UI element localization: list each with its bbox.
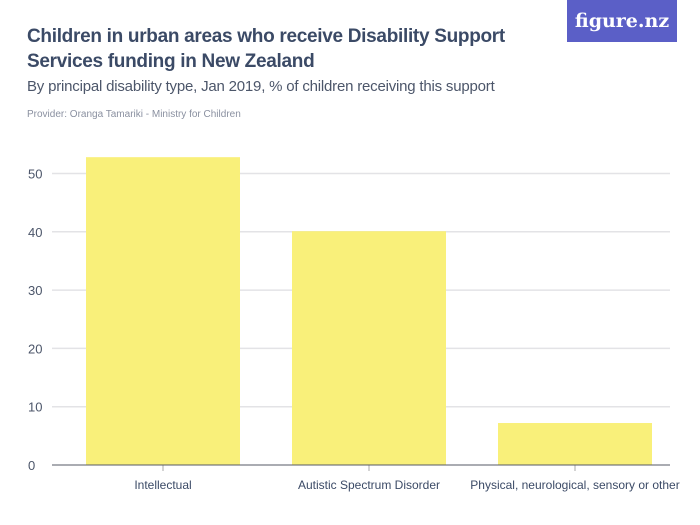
figure-nz-logo[interactable]: figure.nz: [567, 0, 677, 42]
y-tick-label: 40: [28, 225, 42, 240]
x-tick-label: Intellectual: [134, 478, 191, 492]
chart-title: Children in urban areas who receive Disa…: [27, 26, 505, 72]
y-tick-label: 20: [28, 341, 42, 356]
provider-note: Provider: Oranga Tamariki - Ministry for…: [27, 109, 241, 120]
x-tick-label: Physical, neurological, sensory or other: [470, 478, 679, 492]
bar: [498, 423, 652, 465]
y-tick-label: 10: [28, 400, 42, 415]
y-tick-label: 30: [28, 283, 42, 298]
y-tick-label: 0: [28, 458, 35, 473]
chart-subtitle: By principal disability type, Jan 2019, …: [27, 78, 495, 95]
y-tick-label: 50: [28, 167, 42, 182]
bar: [292, 231, 446, 465]
bar: [86, 157, 240, 465]
x-tick-label: Autistic Spectrum Disorder: [298, 478, 440, 492]
